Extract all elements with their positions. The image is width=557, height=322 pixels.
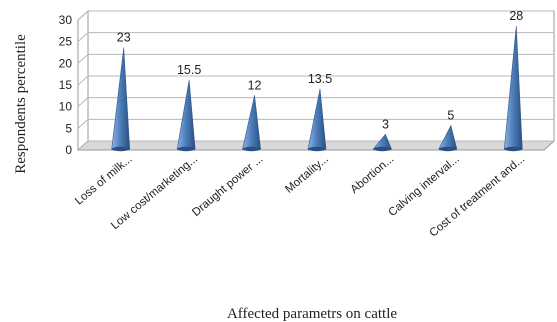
data-label: 13.5: [308, 72, 332, 86]
gridline: [77, 140, 554, 151]
y-tick-label: 15: [59, 78, 73, 92]
category-label: Loss of milk...: [73, 153, 135, 207]
data-label: 15.5: [177, 63, 201, 77]
bar-base: [242, 146, 261, 152]
gridline: [77, 118, 554, 129]
data-label: 5: [447, 109, 454, 123]
y-tick-label: 30: [59, 13, 73, 27]
bar-base: [373, 146, 392, 152]
y-tick-label: 20: [59, 56, 73, 70]
data-label: 12: [248, 78, 262, 92]
gridline: [77, 53, 554, 64]
gridline: [77, 10, 554, 21]
bar-base: [177, 146, 196, 152]
y-axis-ticks: 0 5 10 15 20 25 30: [59, 13, 73, 157]
bar-base: [438, 146, 457, 152]
y-tick-label: 5: [65, 121, 72, 135]
y-axis-title: Respondents percentile: [13, 34, 29, 174]
bar-base: [308, 146, 326, 152]
category-label: Draught power ...: [190, 153, 265, 219]
gridline: [77, 97, 554, 108]
category-label: Abortion...: [348, 153, 396, 196]
category-labels: Loss of milk...Low cost/marketing...Drau…: [73, 153, 527, 239]
y-tick-label: 0: [65, 143, 72, 157]
y-tick-label: 25: [59, 35, 73, 49]
bar-base: [111, 146, 130, 152]
y-tick-label: 10: [59, 100, 73, 114]
data-label: 28: [509, 9, 523, 23]
data-label: 23: [117, 31, 131, 45]
gridline: [77, 75, 554, 86]
bar-base: [504, 146, 523, 152]
gridline: [77, 32, 554, 43]
x-axis-title: Affected parametrs on cattle: [227, 306, 397, 322]
bars: [111, 25, 523, 152]
category-label: Mortality...: [283, 153, 331, 196]
data-label: 3: [382, 117, 389, 131]
category-label: Calving interval...: [386, 153, 461, 219]
data-labels: 23 15.5 12 13.5 3 5 28: [117, 9, 524, 131]
gridlines: [77, 10, 554, 151]
